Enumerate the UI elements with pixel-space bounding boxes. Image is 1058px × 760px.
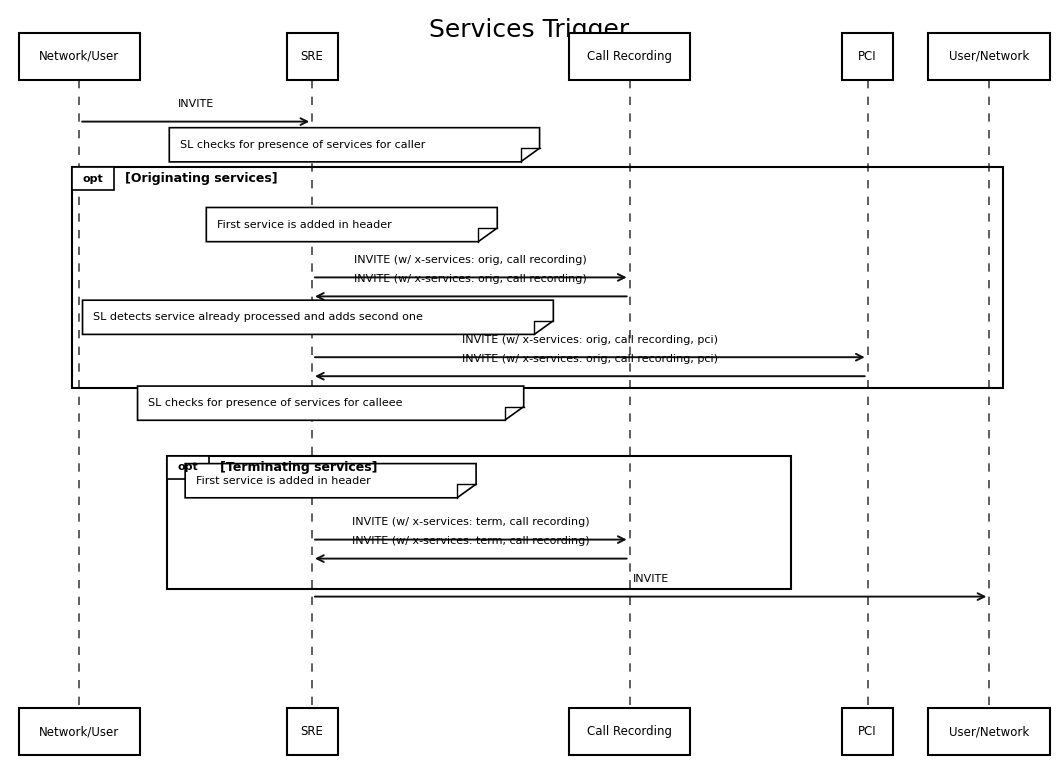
Text: User/Network: User/Network (949, 725, 1029, 739)
Text: Network/User: Network/User (39, 725, 120, 739)
Text: INVITE (w/ x-services: term, call recording): INVITE (w/ x-services: term, call record… (352, 518, 589, 527)
Text: INVITE (w/ x-services: orig, call recording): INVITE (w/ x-services: orig, call record… (354, 255, 587, 265)
Bar (72, 167, 1003, 388)
Text: SRE: SRE (300, 49, 324, 63)
Text: SRE: SRE (300, 725, 324, 739)
Text: SL checks for presence of services for calleee: SL checks for presence of services for c… (148, 398, 403, 408)
Bar (842, 708, 893, 755)
Bar (929, 708, 1050, 755)
Text: opt: opt (83, 173, 104, 184)
Bar (569, 708, 690, 755)
Bar (842, 33, 893, 80)
Polygon shape (83, 300, 553, 334)
Polygon shape (206, 207, 497, 242)
Bar (569, 33, 690, 80)
Text: INVITE (w/ x-services: orig, call recording, pci): INVITE (w/ x-services: orig, call record… (462, 354, 718, 364)
Text: INVITE (w/ x-services: orig, call recording, pci): INVITE (w/ x-services: orig, call record… (462, 335, 718, 345)
Polygon shape (169, 128, 540, 162)
Text: Network/User: Network/User (39, 49, 120, 63)
Polygon shape (138, 386, 524, 420)
Text: Services Trigger: Services Trigger (428, 18, 630, 43)
Text: INVITE (w/ x-services: term, call recording): INVITE (w/ x-services: term, call record… (352, 537, 589, 546)
Text: User/Network: User/Network (949, 49, 1029, 63)
Text: INVITE (w/ x-services: orig, call recording): INVITE (w/ x-services: orig, call record… (354, 274, 587, 284)
Text: SL checks for presence of services for caller: SL checks for presence of services for c… (180, 140, 425, 150)
Bar (287, 708, 338, 755)
Bar (18, 33, 140, 80)
Text: [Originating services]: [Originating services] (125, 172, 277, 185)
Bar (287, 33, 338, 80)
Text: Call Recording: Call Recording (587, 725, 672, 739)
Bar (167, 456, 209, 479)
Text: Call Recording: Call Recording (587, 49, 672, 63)
Polygon shape (185, 464, 476, 498)
Text: INVITE: INVITE (178, 100, 214, 109)
Text: PCI: PCI (858, 49, 877, 63)
Bar (167, 456, 791, 589)
Text: First service is added in header: First service is added in header (217, 220, 391, 230)
Bar (72, 167, 114, 190)
Text: PCI: PCI (858, 725, 877, 739)
Text: First service is added in header: First service is added in header (196, 476, 370, 486)
Bar (18, 708, 140, 755)
Text: [Terminating services]: [Terminating services] (220, 461, 378, 474)
Text: opt: opt (178, 462, 199, 473)
Text: INVITE: INVITE (633, 575, 669, 584)
Text: SL detects service already processed and adds second one: SL detects service already processed and… (93, 312, 423, 322)
Bar (929, 33, 1050, 80)
